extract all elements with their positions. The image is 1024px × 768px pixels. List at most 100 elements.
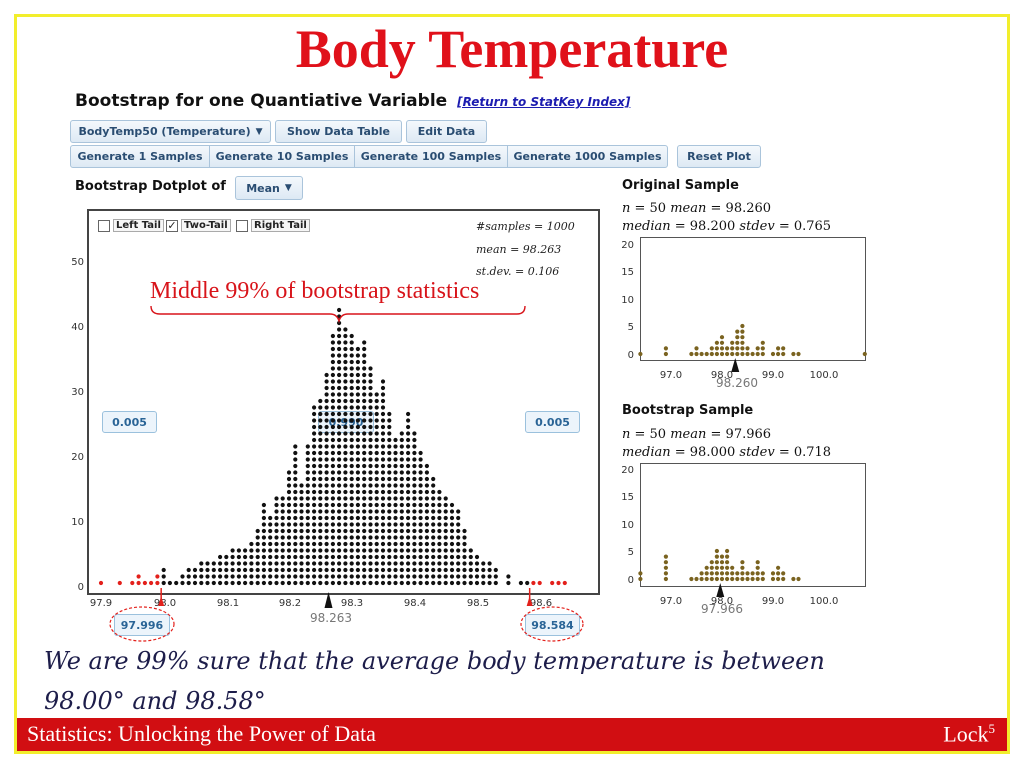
show-data-table-button[interactable]: Show Data Table (275, 120, 402, 143)
bootstrap-dot (305, 489, 310, 495)
bootstrap-dot (362, 359, 367, 365)
bootstrap-dot (312, 502, 317, 508)
bootstrap-dot (330, 548, 335, 553)
bootstrap-dot (437, 548, 442, 553)
bootstrap-dot (324, 541, 329, 547)
bootstrap-dot (261, 567, 266, 573)
reset-plot-button[interactable]: Reset Plot (677, 145, 761, 168)
bootstrap-dot (255, 561, 260, 566)
bootstrap-dot (380, 392, 386, 397)
left-tail-box[interactable] (98, 219, 110, 232)
original-sample-dot (719, 351, 725, 357)
bootstrap-dot (387, 418, 392, 423)
bootstrap-dot (456, 515, 461, 521)
original-sample-dot (694, 351, 699, 357)
bootstrap-dot (399, 470, 404, 475)
bootstrap-dot (380, 450, 386, 456)
left-tail-checkbox[interactable]: Left Tail (98, 219, 164, 232)
bootstrap-dot (280, 574, 285, 579)
bootstrap-sample-dot (714, 560, 720, 565)
bootstrap-dot (330, 463, 335, 469)
bootstrap-dot (349, 522, 354, 527)
bootstrap-dot (255, 567, 260, 573)
bootstrap-dot (412, 554, 417, 560)
bootstrap-dot (418, 567, 423, 573)
bootstrap-dot (449, 509, 455, 514)
bootstrap-dot (474, 561, 480, 566)
bootstrap-dot (286, 567, 292, 573)
bootstrap-dot (355, 496, 360, 501)
bootstrap-dot (343, 548, 348, 553)
bootstrap-dot (393, 489, 398, 495)
return-link[interactable]: [Return to StatKey Index] (457, 95, 631, 109)
bootstrap-sample-dot (755, 576, 760, 582)
boot-n-label: n (622, 427, 631, 442)
main-x-tick: 98.5 (466, 598, 490, 609)
bootstrap-dot (418, 548, 423, 553)
bootstrap-dot (406, 489, 411, 495)
generate-100-button[interactable]: Generate 100 Samples (354, 145, 508, 168)
bootstrap-dot (324, 379, 329, 384)
mean-marker (324, 592, 333, 608)
bootstrap-dot (268, 548, 273, 553)
bootstrap-dot (218, 574, 223, 579)
right-tail-box[interactable] (236, 219, 248, 232)
bootstrap-dot (380, 405, 386, 410)
bootstrap-dot (330, 418, 335, 423)
bootstrap-dot (255, 535, 260, 540)
orig-x-tick: 100.0 (809, 370, 839, 381)
upper-bound-box[interactable]: 98.584 (525, 614, 580, 636)
bootstrap-dot (299, 509, 304, 514)
bootstrap-dot (343, 463, 348, 469)
bootstrap-dot (399, 535, 404, 540)
statistic-select[interactable]: Mean ▼ (235, 176, 303, 200)
bootstrap-dot (462, 567, 467, 573)
generate-1000-button[interactable]: Generate 1000 Samples (507, 145, 668, 168)
statkey-heading-text: Bootstrap for one Quantiative Variable (75, 91, 448, 111)
bootstrap-dot (380, 457, 386, 462)
bootstrap-dot (406, 411, 411, 417)
bootstrap-dot (236, 567, 241, 573)
dataset-select[interactable]: BodyTemp50 (Temperature) ▼ (70, 120, 271, 143)
original-mean: = 98.260 (710, 201, 772, 216)
generate-10-button[interactable]: Generate 10 Samples (209, 145, 355, 168)
bootstrap-dot (362, 483, 367, 488)
bootstrap-dot (337, 411, 342, 417)
bootstrap-dot (299, 515, 304, 521)
annotation-brace (150, 305, 526, 324)
main-x-tick: 98.2 (278, 598, 302, 609)
edit-data-button[interactable]: Edit Data (406, 120, 487, 143)
right-tail-checkbox[interactable]: Right Tail (236, 219, 310, 232)
conclusion-text: We are 99% sure that the average body te… (44, 641, 944, 721)
generate-1-button[interactable]: Generate 1 Samples (70, 145, 210, 168)
bootstrap-dot (355, 561, 360, 566)
lower-bound-box[interactable]: 97.996 (114, 614, 170, 636)
bootstrap-dot (449, 548, 455, 553)
bootstrap-dot (324, 509, 329, 514)
original-sample-dot (770, 351, 776, 357)
bootstrap-dot (412, 496, 417, 501)
bootstrap-sample-dot (704, 571, 709, 576)
bootstrap-dot (330, 476, 335, 482)
bootstrap-dot (437, 541, 442, 547)
bootstrap-sample-dot (750, 571, 755, 576)
main-y-tick: 20 (71, 452, 84, 463)
proportion-left[interactable]: 0.005 (102, 411, 157, 433)
bootstrap-dot (343, 489, 348, 495)
proportion-right[interactable]: 0.005 (525, 411, 580, 433)
bootstrap-dot (299, 561, 304, 566)
bootstrap-dot (330, 437, 335, 443)
bootstrap-dot (268, 554, 273, 560)
bootstrap-dot (324, 470, 329, 475)
bootstrap-dot (349, 470, 354, 475)
two-tail-checkbox[interactable]: ✓ Two-Tail (166, 219, 231, 232)
two-tail-box[interactable]: ✓ (166, 218, 178, 232)
bootstrap-sample-dot (745, 571, 750, 576)
bootstrap-sample-dot (663, 554, 669, 559)
bootstrap-dot (374, 437, 379, 443)
bootstrap-dot (406, 580, 411, 586)
bootstrap-sample-dot (776, 576, 781, 582)
bootstrap-dot (349, 515, 354, 521)
bootstrap-dot (343, 327, 348, 332)
bootstrap-dot (349, 437, 354, 443)
